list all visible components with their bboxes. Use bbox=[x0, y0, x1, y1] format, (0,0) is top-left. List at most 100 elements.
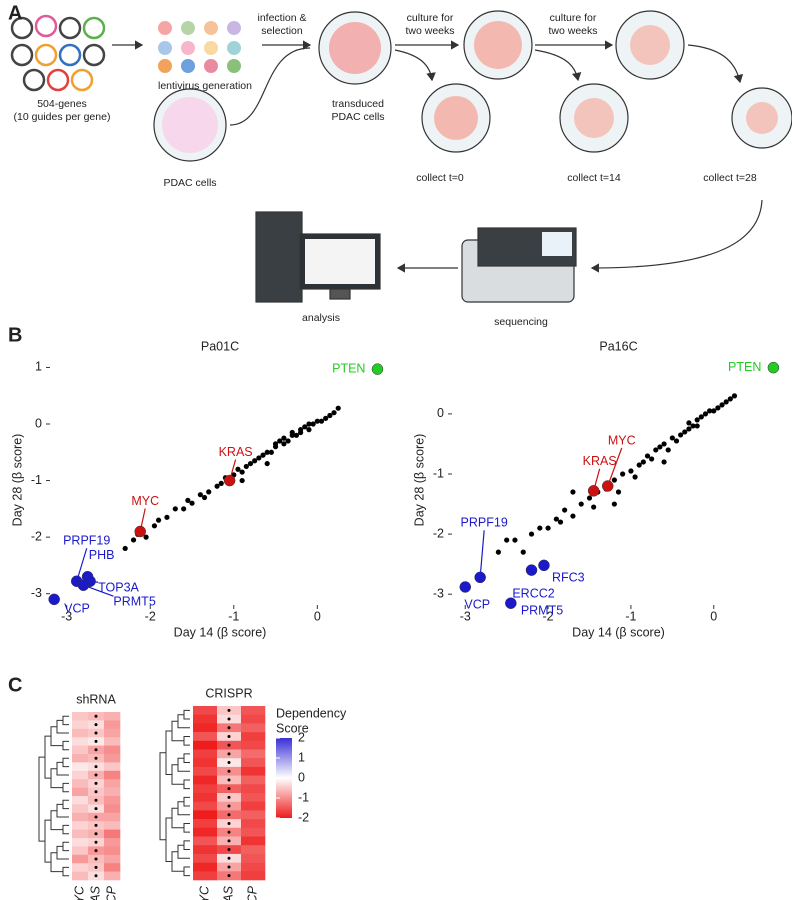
heat-cell bbox=[72, 720, 89, 730]
point bbox=[264, 460, 270, 467]
point bbox=[644, 453, 651, 459]
heat-cell bbox=[241, 827, 266, 837]
point bbox=[553, 516, 559, 522]
significance-dot bbox=[94, 781, 98, 785]
point bbox=[707, 408, 713, 414]
heat-cell bbox=[104, 796, 121, 805]
heat-cell bbox=[104, 737, 121, 746]
point bbox=[318, 418, 325, 424]
y-tick-label: -1 bbox=[31, 473, 42, 487]
point-label: PRPF19 bbox=[63, 534, 110, 548]
point bbox=[504, 537, 510, 543]
point bbox=[520, 549, 526, 555]
heat-cell bbox=[104, 821, 121, 830]
point-label: PHB bbox=[89, 548, 115, 562]
point bbox=[653, 447, 659, 453]
heat-cell bbox=[72, 745, 89, 755]
highlight-point bbox=[587, 485, 600, 497]
highlight-point bbox=[134, 525, 146, 538]
heat-cell bbox=[193, 775, 218, 785]
x-axis-label: Day 14 (β score) bbox=[174, 625, 267, 639]
dendrogram bbox=[165, 817, 172, 863]
point bbox=[562, 507, 568, 513]
point-label: TOP3A bbox=[98, 581, 139, 595]
y-tick-label: -1 bbox=[433, 466, 444, 480]
heat-cell bbox=[72, 838, 89, 847]
point-label: PTEN bbox=[728, 360, 761, 374]
significance-dot bbox=[94, 731, 98, 735]
highlight-point bbox=[223, 474, 236, 487]
point bbox=[570, 513, 576, 519]
heat-cell bbox=[241, 766, 266, 776]
heat-cell bbox=[241, 740, 266, 750]
heat-cell bbox=[104, 779, 121, 788]
point bbox=[512, 537, 518, 543]
diagram-label: two weeks bbox=[548, 25, 597, 37]
colorbar-title: Dependency bbox=[276, 706, 347, 720]
heat-cell bbox=[104, 754, 121, 763]
highlight-point bbox=[48, 593, 60, 606]
diagram-label: PDAC cells bbox=[331, 111, 384, 123]
diagram-label: selection bbox=[261, 25, 303, 37]
point bbox=[272, 441, 279, 447]
point bbox=[557, 519, 564, 525]
heat-cell bbox=[193, 749, 218, 759]
column-label: VCP bbox=[245, 885, 259, 900]
point bbox=[620, 471, 626, 477]
point bbox=[172, 506, 178, 512]
leader-line bbox=[479, 530, 485, 578]
point bbox=[673, 438, 680, 444]
heat-cell bbox=[72, 737, 89, 746]
dendrogram bbox=[183, 709, 190, 720]
heat-cell bbox=[241, 749, 266, 759]
point bbox=[256, 455, 262, 461]
point bbox=[682, 429, 688, 435]
heat-cell bbox=[72, 871, 89, 881]
significance-dot bbox=[227, 726, 231, 730]
y-axis-label: Day 28 (β score) bbox=[10, 434, 24, 527]
point bbox=[628, 468, 634, 474]
significance-dot bbox=[227, 839, 231, 843]
x-axis-label: Day 14 (β score) bbox=[572, 625, 665, 639]
point bbox=[678, 432, 684, 438]
point bbox=[694, 423, 700, 429]
heat-cell bbox=[72, 846, 89, 856]
significance-dot bbox=[227, 795, 231, 799]
point bbox=[611, 501, 617, 507]
dendrogram bbox=[62, 757, 69, 768]
point bbox=[268, 449, 274, 455]
point bbox=[636, 462, 642, 468]
point bbox=[331, 410, 337, 416]
dendrogram bbox=[62, 782, 69, 793]
diagram-label: two weeks bbox=[405, 25, 454, 37]
highlight-point bbox=[77, 579, 90, 591]
point bbox=[306, 421, 312, 427]
heat-cell bbox=[241, 784, 266, 794]
x-tick-label: 0 bbox=[710, 609, 717, 623]
heat-cell bbox=[193, 819, 218, 829]
point bbox=[285, 438, 291, 444]
heat-cell bbox=[193, 827, 218, 837]
significance-dot bbox=[227, 743, 231, 747]
heat-cell bbox=[193, 810, 218, 820]
highlight-point bbox=[601, 480, 614, 492]
x-tick-label: -2 bbox=[145, 609, 156, 623]
heat-cell bbox=[193, 758, 218, 768]
colorbar-tick-label: -1 bbox=[298, 790, 309, 804]
heat-cell bbox=[104, 762, 121, 772]
column-label: MYC bbox=[72, 885, 86, 900]
heat-cell bbox=[193, 871, 218, 881]
significance-dot bbox=[94, 748, 98, 752]
point-label: ERCC2 bbox=[512, 586, 554, 600]
significance-dot bbox=[227, 787, 231, 791]
point bbox=[310, 421, 316, 427]
heat-cell bbox=[193, 836, 218, 846]
heat-cell bbox=[193, 766, 218, 776]
highlight-point bbox=[459, 581, 472, 593]
dendrogram bbox=[183, 796, 190, 807]
point bbox=[690, 423, 696, 429]
point bbox=[661, 459, 667, 465]
significance-dot bbox=[94, 765, 98, 769]
heat-cell bbox=[241, 871, 266, 881]
heat-cell bbox=[72, 796, 89, 805]
